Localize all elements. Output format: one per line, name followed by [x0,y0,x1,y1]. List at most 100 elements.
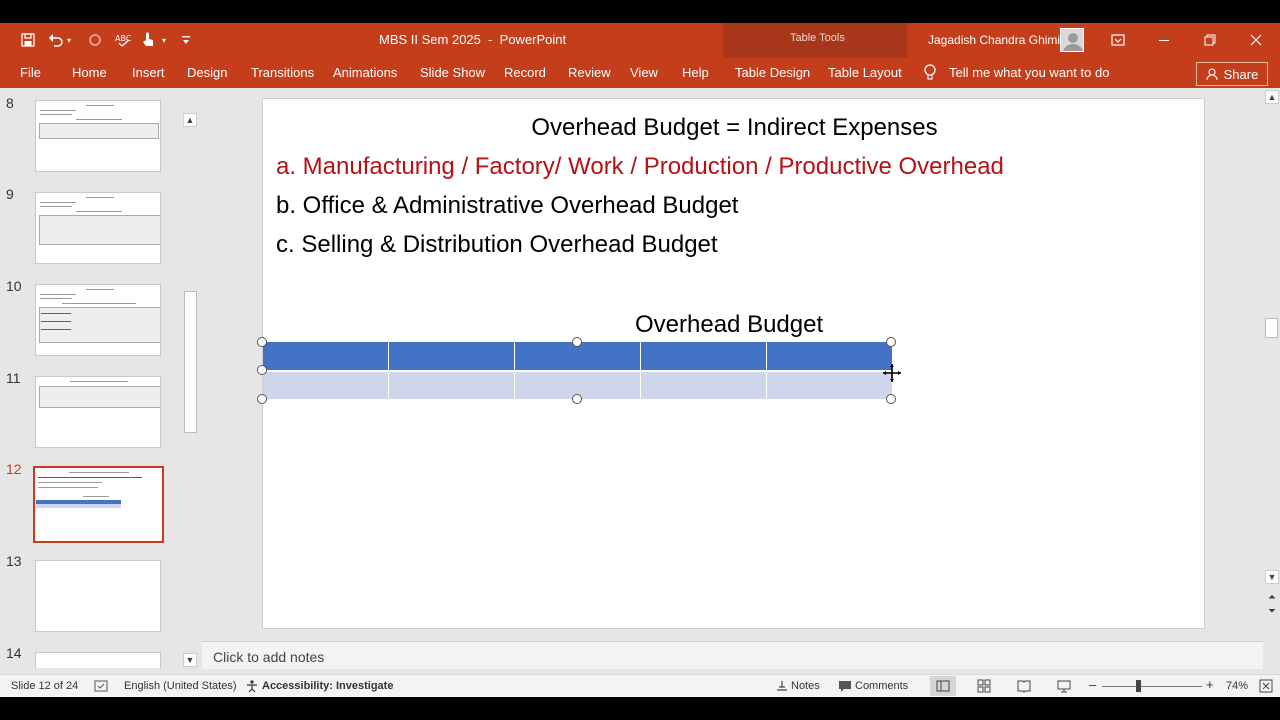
tab-insert[interactable]: Insert [132,65,165,80]
slide-heading[interactable]: Overhead Budget = Indirect Expenses [531,114,938,141]
scroll-down-arrow-icon[interactable]: ▼ [1265,570,1279,584]
avatar[interactable] [1060,28,1084,52]
spelling-check-icon[interactable] [94,679,108,693]
resize-handle[interactable] [572,337,582,347]
ribbon-display-options-icon[interactable] [1106,29,1130,51]
tab-help[interactable]: Help [682,65,709,80]
tell-me-search[interactable]: Tell me what you want to do [949,65,1110,80]
slide-vertical-scrollbar[interactable]: ▲ ▼ ⏶ ⏷ [1263,88,1280,643]
resize-handle[interactable] [257,365,267,375]
comments-icon[interactable] [838,679,852,693]
zoom-out-icon[interactable]: – [1089,677,1097,692]
scroll-down-arrow-icon[interactable]: ▼ [183,653,197,667]
previous-slide-icon[interactable]: ⏶ [1268,591,1276,603]
resize-handle[interactable] [257,394,267,404]
undo-dropdown-icon[interactable]: ▾ [66,35,71,45]
resize-handle[interactable] [257,337,267,347]
slide-number-9: 9 [6,186,14,202]
notes-icon[interactable] [775,679,789,693]
notes-button[interactable]: Notes [791,680,820,692]
zoom-slider-thumb[interactable] [1136,680,1141,692]
user-name[interactable]: Jagadish Chandra Ghimire [928,33,1071,47]
tab-home[interactable]: Home [72,65,107,80]
powerpoint-window: ▾ ABC ▾ MBS II Sem 2025 - PowerPoint Tab… [0,23,1280,697]
table-tools-label: Table Tools [790,32,845,44]
restore-icon[interactable] [1198,29,1222,51]
spelling-icon[interactable]: ABC [113,29,135,51]
tab-table-layout[interactable]: Table Layout [828,65,902,80]
normal-view-icon[interactable] [930,676,956,696]
tab-record[interactable]: Record [504,65,546,80]
vertical-scroll-thumb[interactable] [1265,318,1278,338]
tab-view[interactable]: View [630,65,658,80]
notes-pane[interactable]: Click to add notes [202,641,1263,669]
slide-thumbnail-13[interactable] [35,560,161,632]
comments-button[interactable]: Comments [855,680,909,692]
table-header-cell[interactable] [389,342,515,370]
bullet-selling-distribution[interactable]: c. Selling & Distribution Overhead Budge… [276,231,718,258]
table-body-cell[interactable] [389,372,515,399]
ribbon-tabs: File Home Insert Design Transitions Anim… [0,58,1280,88]
slide-thumbnail-12[interactable] [33,466,164,543]
scroll-up-arrow-icon[interactable]: ▲ [1265,90,1279,104]
slide-number-8: 8 [6,95,14,111]
tab-table-design[interactable]: Table Design [735,65,811,80]
slide-thumbnail-8[interactable] [35,100,161,172]
slide-thumbnail-10[interactable] [35,284,161,356]
accessibility-icon[interactable] [245,679,259,693]
title-bar: ▾ ABC ▾ MBS II Sem 2025 - PowerPoint Tab… [0,23,1280,88]
slide-canvas[interactable]: Overhead Budget = Indirect Expenses a. M… [257,98,1205,629]
table-header-cell[interactable] [767,342,892,370]
slide-number-10: 10 [6,278,22,294]
lightbulb-icon[interactable] [922,63,938,83]
close-icon[interactable] [1244,29,1268,51]
table-header-cell[interactable] [641,342,767,370]
resize-handle[interactable] [886,337,896,347]
slide-thumbnail-14[interactable] [35,652,161,668]
reading-view-icon[interactable] [1017,679,1031,693]
accessibility-status[interactable]: Accessibility: Investigate [262,680,394,692]
tab-file[interactable]: File [20,65,41,80]
language-indicator[interactable]: English (United States) [124,680,237,692]
table-title[interactable]: Overhead Budget [635,311,824,338]
table-body-cell[interactable] [263,372,389,399]
table-body-cell[interactable] [641,372,767,399]
zoom-level[interactable]: 74% [1226,680,1249,692]
thumbnails-scroll-thumb[interactable] [184,291,197,433]
share-button[interactable]: Share [1196,62,1268,86]
share-label: Share [1223,66,1259,82]
scroll-up-arrow-icon[interactable]: ▲ [183,113,197,127]
notes-placeholder[interactable]: Click to add notes [213,649,325,665]
zoom-in-icon[interactable]: + [1206,677,1214,692]
customize-qat-icon[interactable] [178,29,194,51]
redo-icon[interactable] [84,29,106,51]
slide-thumbnails-pane[interactable]: 8 9 10 11 [0,88,201,668]
tab-slide-show[interactable]: Slide Show [420,65,486,80]
tab-animations[interactable]: Animations [333,65,398,80]
tab-review[interactable]: Review [568,65,611,80]
table-body-cell[interactable] [767,372,892,399]
table-header-cell[interactable] [263,342,389,370]
slide-thumbnail-9[interactable] [35,192,161,264]
document-title: MBS II Sem 2025 - PowerPoint [379,32,567,47]
resize-handle[interactable] [886,394,896,404]
next-slide-icon[interactable]: ⏷ [1268,605,1276,617]
slide-thumbnail-11[interactable] [35,376,161,448]
slide-show-icon[interactable] [1057,679,1071,693]
fit-slide-icon[interactable] [1259,679,1273,693]
tab-transitions[interactable]: Transitions [251,65,315,80]
undo-icon[interactable] [45,29,67,51]
bullet-manufacturing[interactable]: a. Manufacturing / Factory/ Work / Produ… [276,153,1004,180]
thumbnails-scrollbar[interactable]: ▲ [182,113,199,668]
bullet-office-admin[interactable]: b. Office & Administrative Overhead Budg… [276,192,739,219]
touch-mode-icon[interactable] [137,29,159,51]
slide-sorter-icon[interactable] [977,679,991,693]
resize-handle[interactable] [572,394,582,404]
tab-design[interactable]: Design [187,65,228,80]
status-bar: Slide 12 of 24 English (United States) A… [0,674,1280,697]
minimize-icon[interactable] [1152,29,1176,51]
overhead-budget-table[interactable] [263,342,892,399]
zoom-slider[interactable] [1102,686,1202,687]
save-icon[interactable] [17,29,39,51]
touch-dropdown-icon[interactable]: ▾ [161,35,166,45]
